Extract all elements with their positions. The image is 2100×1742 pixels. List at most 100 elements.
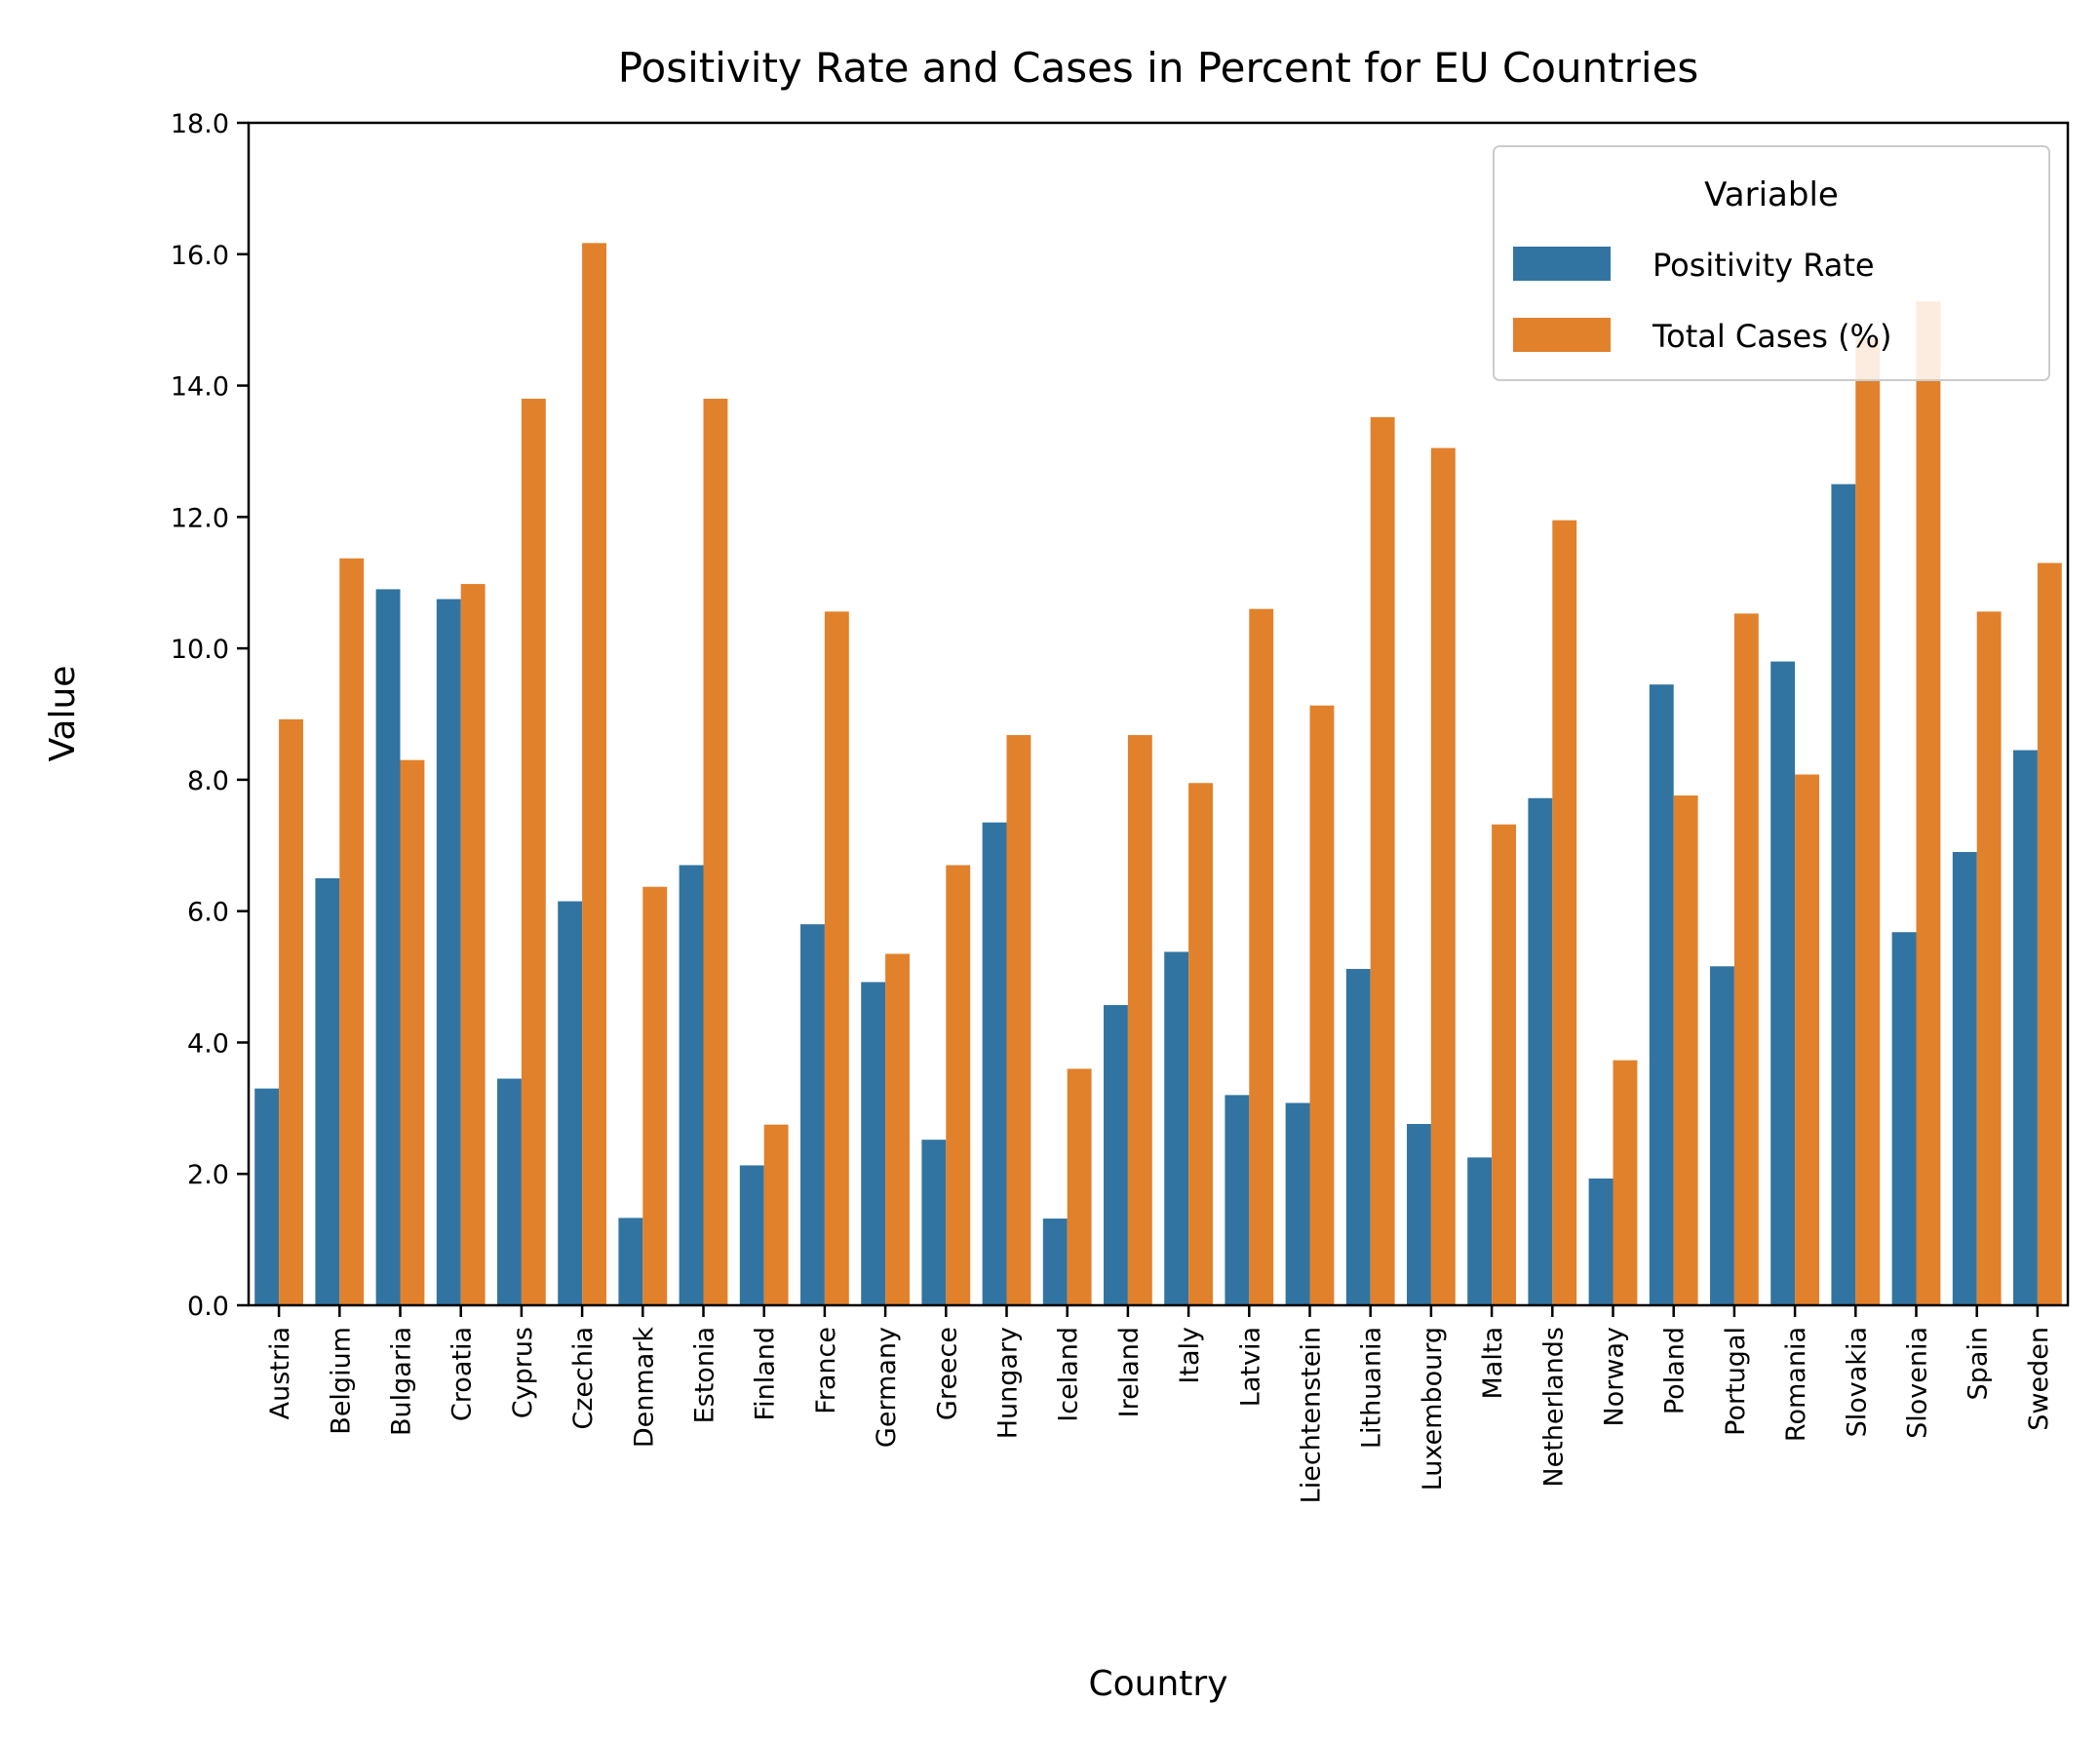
legend: Variable Positivity Rate Total Cases (%) <box>1493 145 2050 381</box>
x-tick-label-netherlands: Netherlands <box>1538 1327 1569 1488</box>
bar-netherlands-total-cases <box>1552 520 1577 1305</box>
x-tick-label-croatia: Croatia <box>447 1327 478 1421</box>
x-tick-label-norway: Norway <box>1600 1327 1630 1426</box>
bar-poland-total-cases <box>1673 795 1698 1305</box>
y-axis: 0.0 2.0 4.0 6.0 8.0 10.0 12.0 14.0 16.0 18.0 <box>171 109 249 1322</box>
bar-france-positivity-rate <box>800 924 825 1305</box>
y-tick-label: 8.0 <box>187 766 229 796</box>
bar-cyprus-total-cases <box>521 399 546 1305</box>
bar-finland-positivity-rate <box>739 1165 764 1305</box>
bar-liechtenstein-positivity-rate <box>1285 1103 1310 1305</box>
bar-estonia-total-cases <box>703 399 728 1305</box>
bar-italy-total-cases <box>1188 783 1213 1305</box>
bar-portugal-total-cases <box>1733 613 1759 1305</box>
y-tick-label: 10.0 <box>171 635 229 665</box>
bar-netherlands-positivity-rate <box>1528 797 1553 1305</box>
legend-swatch-positivity-rate <box>1513 247 1611 281</box>
bar-latvia-positivity-rate <box>1225 1095 1250 1305</box>
x-tick-label-estonia: Estonia <box>690 1327 720 1423</box>
bar-luxembourg-positivity-rate <box>1407 1124 1431 1305</box>
x-tick-label-ireland: Ireland <box>1114 1327 1145 1417</box>
bar-ireland-total-cases <box>1127 735 1152 1305</box>
y-tick-label: 2.0 <box>187 1160 229 1190</box>
x-tick-label-spain: Spain <box>1964 1327 1994 1400</box>
legend-title: Variable <box>1704 175 1839 214</box>
plot-frame <box>247 121 2070 1307</box>
x-tick-label-liechtenstein: Liechtenstein <box>1297 1327 1327 1503</box>
bar-latvia-total-cases <box>1249 608 1274 1305</box>
x-axis-title: Country <box>1088 1664 1227 1704</box>
x-axis: Austria Belgium Bulgaria Croatia Cyprus Czech… <box>265 1305 2054 1503</box>
bar-lithuania-positivity-rate <box>1345 968 1371 1305</box>
x-tick-label-greece: Greece <box>932 1327 962 1420</box>
x-tick-label-germany: Germany <box>872 1327 902 1448</box>
bar-portugal-positivity-rate <box>1710 966 1734 1305</box>
bar-malta-total-cases <box>1492 824 1516 1305</box>
bar-greece-total-cases <box>946 865 971 1305</box>
bar-sweden-total-cases <box>2037 562 2062 1305</box>
x-tick-label-denmark: Denmark <box>629 1327 659 1448</box>
y-tick-label: 4.0 <box>187 1028 229 1059</box>
bar-slovenia-positivity-rate <box>1891 932 1917 1305</box>
bars-layer <box>254 243 2062 1306</box>
bar-bulgaria-positivity-rate <box>375 589 401 1305</box>
bar-slovakia-positivity-rate <box>1831 484 1856 1305</box>
bar-slovakia-total-cases <box>1855 338 1881 1306</box>
y-tick-label: 18.0 <box>171 109 229 139</box>
bar-slovenia-total-cases <box>1916 301 1941 1305</box>
legend-label-positivity-rate: Positivity Rate <box>1653 247 1875 284</box>
bar-denmark-total-cases <box>642 886 668 1305</box>
x-tick-label-cyprus: Cyprus <box>508 1327 538 1418</box>
x-tick-label-belgium: Belgium <box>326 1327 356 1435</box>
bar-hungary-total-cases <box>1006 735 1031 1305</box>
legend-label-total-cases: Total Cases (%) <box>1652 318 1891 355</box>
x-tick-label-finland: Finland <box>751 1327 781 1420</box>
x-tick-label-lithuania: Lithuania <box>1357 1327 1387 1449</box>
bar-iceland-positivity-rate <box>1042 1219 1068 1305</box>
bar-denmark-positivity-rate <box>618 1218 643 1305</box>
x-tick-label-czechia: Czechia <box>568 1327 599 1430</box>
bar-bulgaria-total-cases <box>400 759 425 1305</box>
bar-norway-total-cases <box>1613 1060 1638 1305</box>
bar-czechia-total-cases <box>582 243 606 1306</box>
x-tick-label-poland: Poland <box>1660 1327 1691 1414</box>
x-tick-label-slovenia: Slovenia <box>1903 1327 1933 1439</box>
bar-austria-positivity-rate <box>254 1088 280 1305</box>
x-tick-label-italy: Italy <box>1175 1327 1205 1384</box>
bar-ireland-positivity-rate <box>1104 1005 1128 1305</box>
x-tick-label-sweden: Sweden <box>2024 1327 2054 1431</box>
bar-germany-total-cases <box>885 953 910 1305</box>
bar-germany-positivity-rate <box>861 982 886 1305</box>
bar-luxembourg-total-cases <box>1430 447 1456 1305</box>
bar-finland-total-cases <box>763 1124 789 1305</box>
bar-cyprus-positivity-rate <box>497 1078 522 1305</box>
bar-poland-positivity-rate <box>1649 684 1674 1305</box>
bar-liechtenstein-total-cases <box>1309 705 1335 1305</box>
y-axis-title: Value <box>43 666 83 762</box>
y-tick-label: 12.0 <box>171 503 229 533</box>
y-tick-label: 0.0 <box>187 1292 229 1322</box>
bar-belgium-positivity-rate <box>315 877 340 1305</box>
x-tick-label-hungary: Hungary <box>993 1327 1024 1439</box>
bar-austria-total-cases <box>279 718 303 1305</box>
bar-norway-positivity-rate <box>1588 1178 1614 1305</box>
bar-belgium-total-cases <box>339 558 365 1305</box>
x-tick-label-luxembourg: Luxembourg <box>1418 1327 1448 1490</box>
bar-romania-total-cases <box>1795 774 1819 1305</box>
bar-estonia-positivity-rate <box>679 865 704 1305</box>
bar-hungary-positivity-rate <box>982 822 1007 1305</box>
x-tick-label-iceland: Iceland <box>1054 1327 1084 1422</box>
x-tick-label-bulgaria: Bulgaria <box>387 1327 417 1436</box>
legend-box <box>1493 145 2050 381</box>
y-tick-label: 14.0 <box>171 372 229 403</box>
bar-romania-positivity-rate <box>1770 661 1796 1305</box>
legend-swatch-total-cases <box>1513 318 1611 352</box>
x-tick-label-latvia: Latvia <box>1235 1327 1265 1407</box>
x-tick-label-malta: Malta <box>1478 1327 1508 1399</box>
x-tick-label-romania: Romania <box>1781 1327 1811 1442</box>
bar-italy-positivity-rate <box>1164 951 1189 1305</box>
bar-malta-positivity-rate <box>1467 1157 1493 1305</box>
bar-sweden-positivity-rate <box>2013 750 2038 1305</box>
chart-title: Positivity Rate and Cases in Percent for… <box>618 44 1699 92</box>
